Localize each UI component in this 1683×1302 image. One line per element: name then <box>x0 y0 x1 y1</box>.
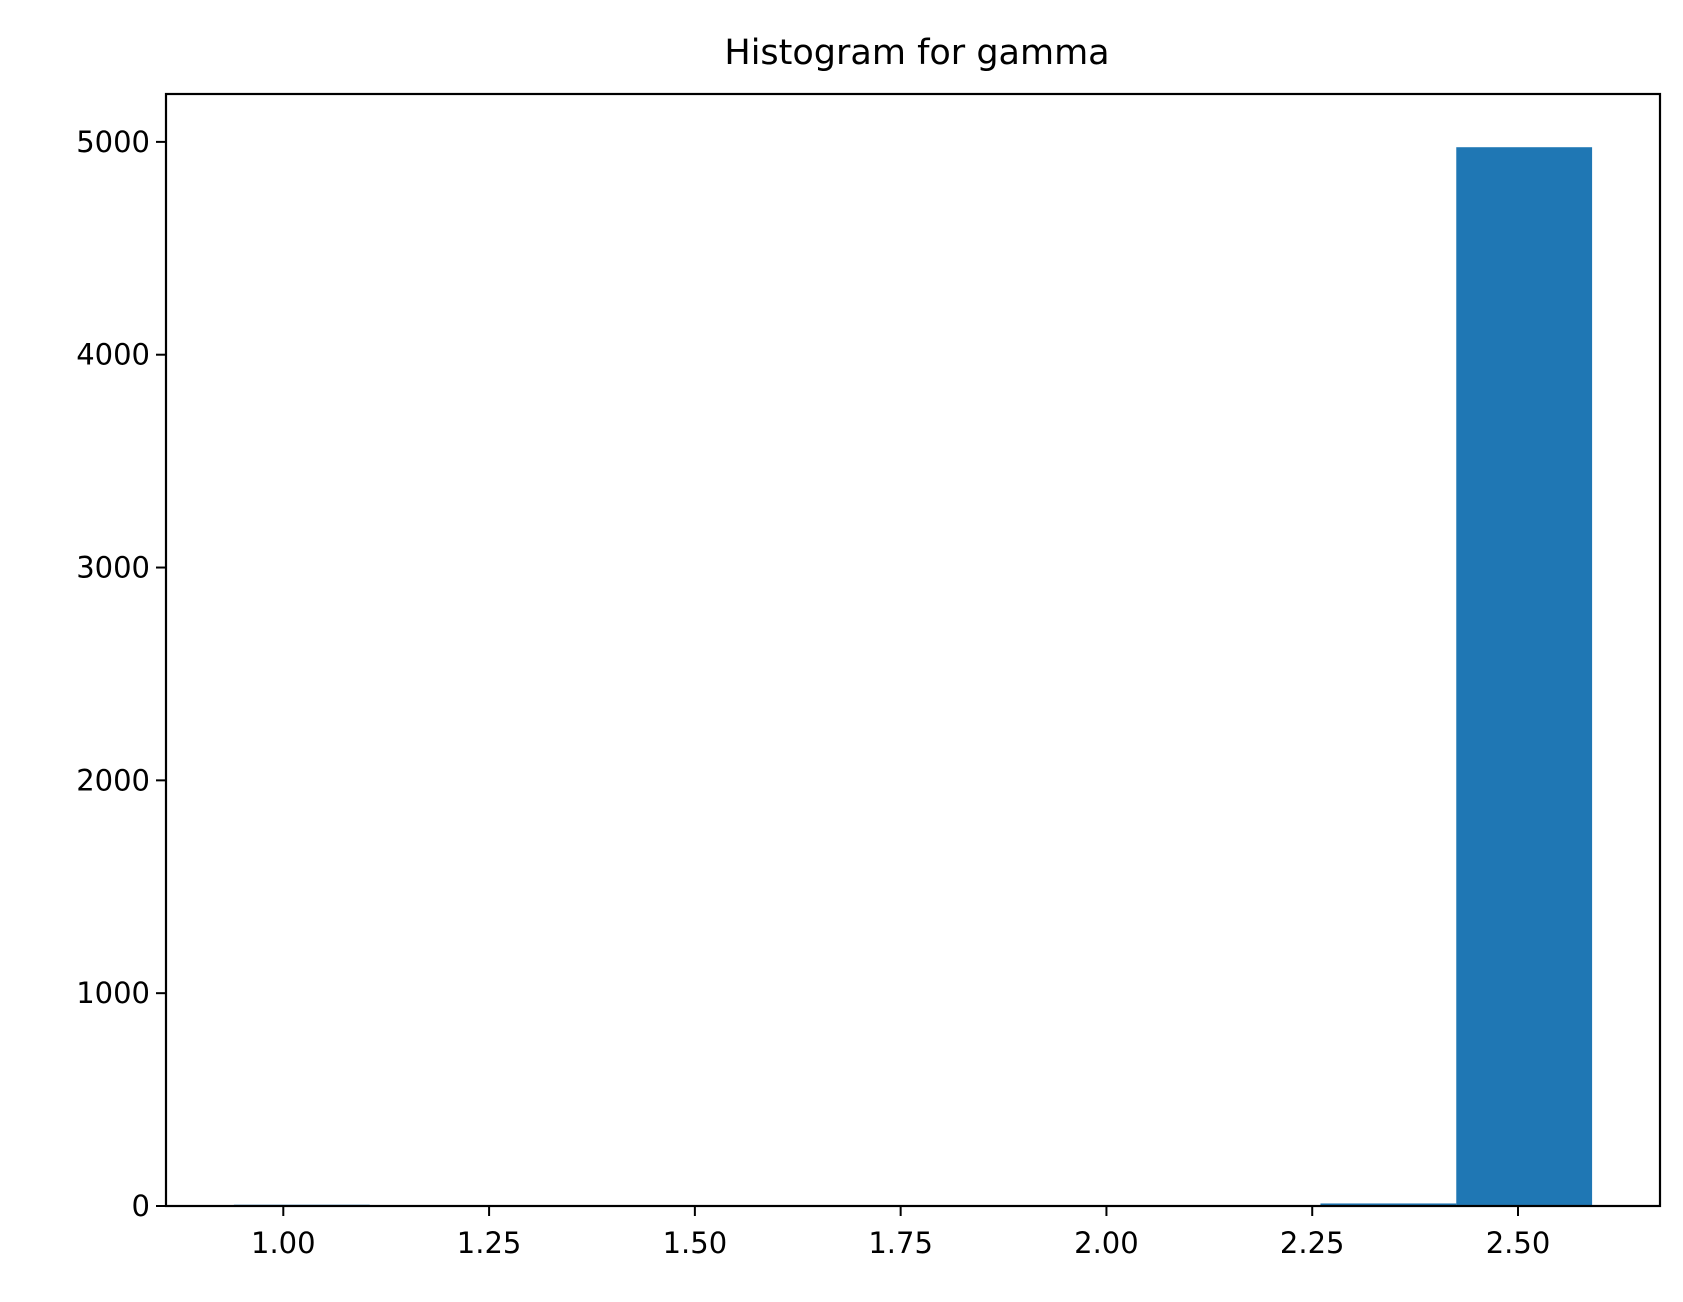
x-tick-label: 1.50 <box>663 1226 728 1260</box>
y-tick-label: 0 <box>132 1189 150 1223</box>
chart-title: Histogram for gamma <box>724 33 1109 73</box>
histogram-bar <box>1320 1203 1457 1206</box>
y-tick-label: 2000 <box>76 763 150 797</box>
x-tick-label: 2.50 <box>1486 1226 1551 1260</box>
x-axis: 1.00 1.25 1.50 1.75 2.00 2.25 2.50 <box>251 1206 1550 1260</box>
y-tick-label: 3000 <box>76 551 150 585</box>
y-tick-label: 4000 <box>76 338 150 372</box>
y-tick-label: 5000 <box>76 125 150 159</box>
plot-frame <box>164 92 1662 1208</box>
x-tick-label: 1.25 <box>457 1226 522 1260</box>
y-tick-label: 1000 <box>76 976 150 1010</box>
x-tick-label: 2.25 <box>1280 1226 1345 1260</box>
x-tick-label: 2.00 <box>1074 1226 1139 1260</box>
bars-group <box>233 147 1593 1207</box>
x-tick-label: 1.75 <box>868 1226 933 1260</box>
histogram-bar <box>1456 147 1593 1207</box>
y-axis: 0 1000 2000 3000 4000 5000 <box>76 125 166 1223</box>
x-tick-label: 1.00 <box>251 1226 316 1260</box>
